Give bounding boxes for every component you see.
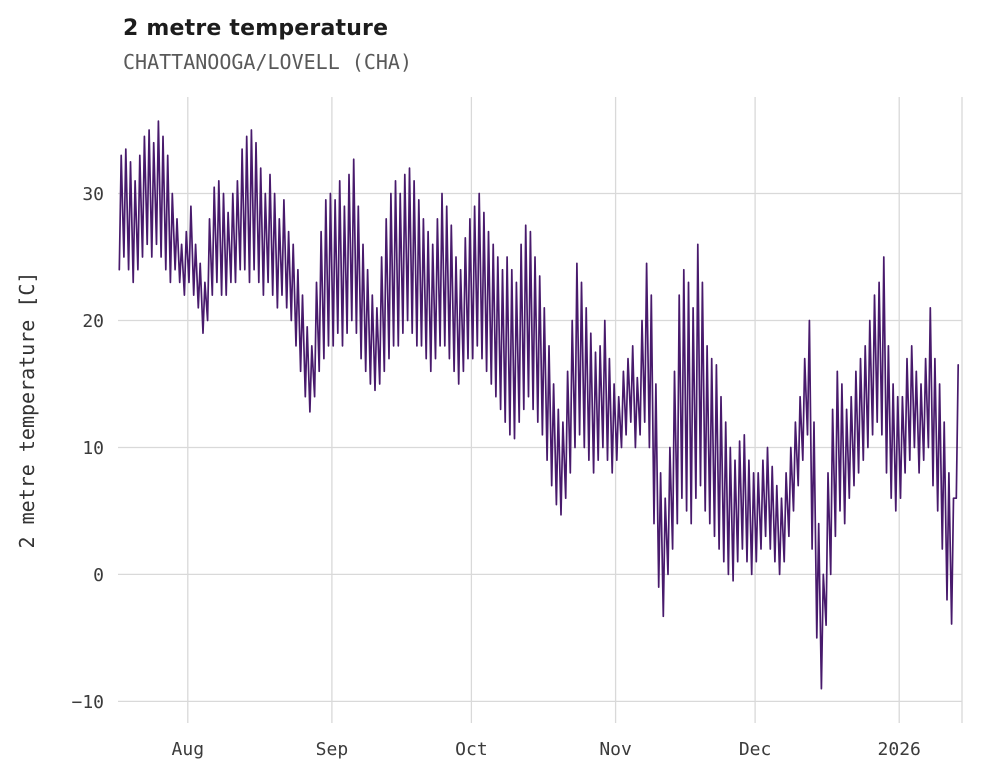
y-axis-label: 2 metre temperature [C] (15, 272, 39, 549)
x-tick-label: Dec (739, 739, 772, 760)
x-tick-label: Nov (599, 739, 632, 760)
x-tick-label: 2026 (878, 739, 921, 760)
temperature-line (118, 120, 960, 690)
chart-title: 2 metre temperature (123, 16, 389, 41)
y-tick-label: 10 (82, 438, 104, 459)
y-tick-label: 20 (82, 311, 104, 332)
y-tick-label: −10 (71, 692, 104, 713)
chart-subtitle: CHATTANOOGA/LOVELL (CHA) (123, 50, 412, 74)
x-tick-label: Oct (455, 739, 488, 760)
y-tick-label: 0 (93, 565, 104, 586)
y-tick-label: 30 (82, 184, 104, 205)
x-tick-label: Sep (316, 739, 349, 760)
x-tick-label: Aug (172, 739, 205, 760)
